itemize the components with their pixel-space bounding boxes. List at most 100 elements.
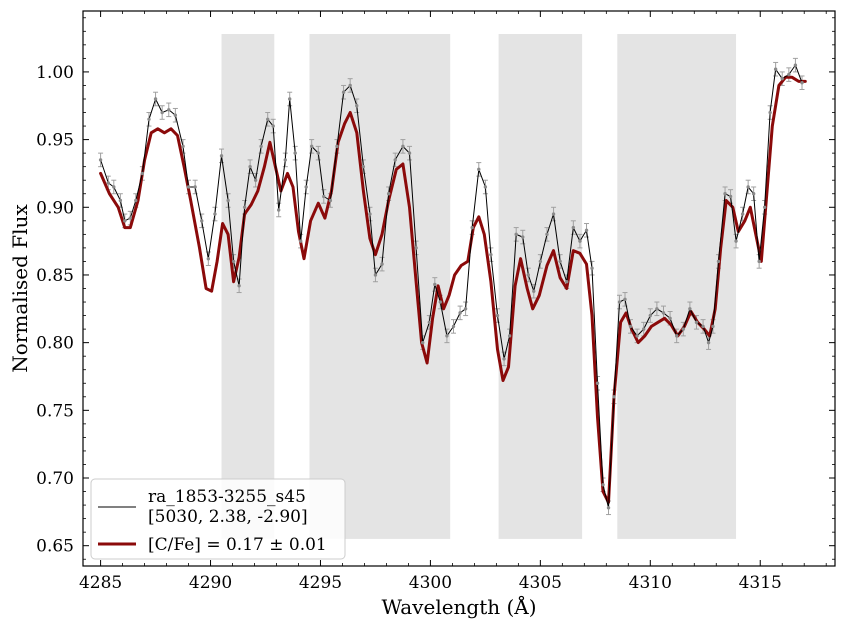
y-tick-label: 1.00 bbox=[36, 63, 74, 83]
observed-point-10 bbox=[153, 97, 158, 101]
observed-point-30 bbox=[276, 208, 281, 212]
observed-point-74 bbox=[551, 212, 556, 216]
observed-point-70 bbox=[526, 273, 530, 277]
legend: ra_1853-3255_s45 [5030, 2.38, -2.90] [C/… bbox=[90, 478, 346, 560]
observed-point-110 bbox=[768, 110, 772, 115]
observed-point-36 bbox=[309, 144, 314, 149]
observed-point-77 bbox=[571, 225, 576, 230]
observed-point-66 bbox=[502, 357, 506, 361]
observed-point-45 bbox=[368, 212, 372, 216]
observed-point-22 bbox=[231, 259, 236, 264]
observed-point-51 bbox=[407, 151, 412, 155]
observed-point-61 bbox=[470, 225, 474, 230]
observed-point-31 bbox=[283, 158, 287, 162]
observed-point-37 bbox=[316, 151, 320, 155]
y-tick-label: 0.75 bbox=[36, 401, 74, 421]
observed-point-80 bbox=[590, 266, 594, 270]
observed-point-7 bbox=[134, 198, 138, 203]
observed-point-82 bbox=[601, 483, 605, 487]
observed-point-9 bbox=[147, 117, 151, 121]
observed-point-4 bbox=[118, 198, 123, 203]
observed-point-17 bbox=[200, 219, 204, 223]
observed-point-103 bbox=[728, 194, 733, 199]
observed-point-81 bbox=[595, 381, 600, 385]
observed-point-72 bbox=[538, 259, 543, 264]
observed-point-52 bbox=[414, 246, 418, 250]
observed-point-19 bbox=[213, 212, 217, 216]
observed-point-92 bbox=[661, 311, 666, 315]
observed-point-32 bbox=[287, 97, 292, 101]
observed-point-42 bbox=[348, 83, 352, 88]
observed-point-26 bbox=[253, 178, 258, 182]
observed-point-11 bbox=[160, 110, 164, 115]
observed-point-16 bbox=[193, 185, 197, 189]
observed-point-23 bbox=[237, 284, 241, 288]
observed-point-14 bbox=[181, 144, 185, 149]
observed-point-20 bbox=[219, 154, 224, 158]
observed-point-38 bbox=[322, 194, 326, 199]
observed-point-44 bbox=[361, 164, 366, 169]
observed-point-90 bbox=[648, 313, 652, 318]
observed-point-88 bbox=[635, 334, 639, 338]
observed-point-115 bbox=[800, 81, 804, 85]
observed-point-109 bbox=[762, 205, 767, 209]
observed-point-106 bbox=[746, 185, 750, 189]
x-tick-label: 4295 bbox=[299, 573, 342, 593]
shaded-region-1 bbox=[221, 34, 275, 539]
legend-label-observed-params: [5030, 2.38, -2.90] bbox=[148, 507, 308, 527]
observed-point-107 bbox=[751, 192, 756, 196]
x-axis-title: Wavelength (Å) bbox=[381, 594, 536, 619]
shaded-regions bbox=[221, 34, 737, 539]
legend-label-model: [C/Fe] = 0.17 ± 0.01 bbox=[148, 535, 327, 555]
observed-markers bbox=[98, 63, 804, 510]
observed-point-86 bbox=[623, 297, 627, 302]
observed-point-49 bbox=[393, 158, 397, 162]
observed-point-78 bbox=[578, 239, 582, 243]
observed-point-69 bbox=[521, 235, 525, 239]
observed-point-67 bbox=[507, 334, 512, 338]
x-tick-label: 4310 bbox=[629, 573, 672, 593]
observed-point-35 bbox=[304, 185, 308, 189]
x-tick-labels: 4285 4290 4295 4300 4305 4310 4315 bbox=[79, 573, 782, 593]
observed-point-59 bbox=[458, 311, 462, 315]
y-axis-title: Normalised Flux bbox=[8, 204, 32, 373]
observed-point-53 bbox=[421, 340, 425, 345]
observed-point-21 bbox=[226, 198, 230, 203]
observed-point-34 bbox=[298, 239, 303, 243]
observed-point-13 bbox=[173, 113, 178, 117]
y-tick-label: 0.95 bbox=[36, 131, 74, 151]
observed-point-96 bbox=[688, 307, 692, 311]
plot-frame bbox=[82, 10, 836, 567]
observed-point-108 bbox=[757, 259, 761, 264]
observed-point-75 bbox=[558, 259, 562, 264]
observed-point-102 bbox=[723, 192, 727, 196]
observed-point-89 bbox=[642, 327, 646, 331]
observed-point-100 bbox=[711, 324, 715, 329]
y-tick-label: 0.90 bbox=[36, 198, 74, 218]
observed-point-95 bbox=[681, 327, 685, 331]
observed-point-50 bbox=[401, 144, 405, 149]
observed-point-87 bbox=[628, 324, 633, 329]
observed-point-28 bbox=[266, 117, 270, 121]
observed-point-29 bbox=[271, 124, 275, 128]
observed-point-8 bbox=[140, 171, 145, 176]
x-tick-label: 4285 bbox=[79, 573, 122, 593]
observed-point-5 bbox=[123, 219, 127, 223]
observed-point-113 bbox=[787, 72, 791, 77]
observed-point-6 bbox=[128, 216, 132, 220]
observed-point-40 bbox=[335, 144, 339, 149]
observed-point-56 bbox=[438, 300, 443, 304]
observed-point-43 bbox=[355, 104, 359, 108]
x-tick-label: 4290 bbox=[189, 573, 232, 593]
observed-point-2 bbox=[106, 181, 110, 185]
observed-point-39 bbox=[328, 198, 333, 203]
x-tick-label: 4300 bbox=[409, 573, 452, 593]
shaded-region-2 bbox=[309, 34, 451, 539]
observed-point-48 bbox=[386, 192, 391, 196]
observed-point-46 bbox=[373, 273, 378, 277]
observed-point-111 bbox=[773, 67, 778, 71]
observed-point-65 bbox=[495, 313, 500, 318]
observed-point-64 bbox=[489, 252, 493, 257]
legend-label-observed: ra_1853-3255_s45 bbox=[148, 487, 306, 507]
observed-point-68 bbox=[514, 232, 518, 237]
